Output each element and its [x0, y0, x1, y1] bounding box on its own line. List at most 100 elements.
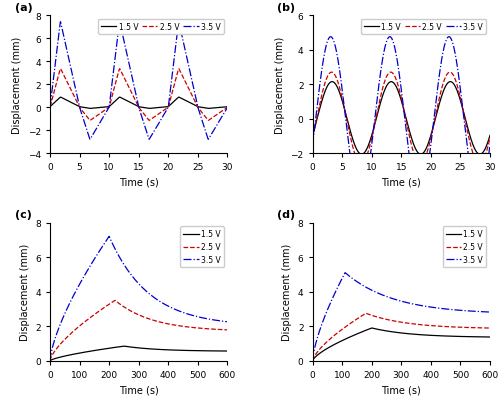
2.5 V — [464, 130, 470, 135]
X-axis label: Time (s): Time (s) — [382, 178, 421, 188]
1.5 V — [389, 330, 395, 334]
3.5 V — [351, 277, 357, 282]
3.5 V — [47, 105, 53, 109]
3.5 V — [115, 31, 121, 36]
3.5 V — [310, 358, 316, 363]
1.5 V — [486, 335, 492, 340]
2.5 V — [126, 308, 132, 313]
3.5 V — [416, 196, 422, 200]
2.5 V — [376, 316, 382, 320]
2.5 V — [206, 119, 212, 124]
2.5 V — [88, 315, 94, 320]
3.5 V — [486, 310, 492, 315]
Text: (a): (a) — [14, 2, 32, 12]
1.5 V — [368, 326, 374, 330]
1.5 V — [487, 134, 493, 138]
3.5 V — [464, 147, 470, 152]
1.5 V — [114, 345, 120, 350]
2.5 V — [447, 71, 453, 75]
2.5 V — [330, 71, 336, 76]
1.5 V — [224, 105, 230, 110]
3.5 V — [330, 37, 336, 42]
2.5 V — [484, 149, 490, 154]
1.5 V — [376, 328, 382, 332]
1.5 V — [123, 99, 129, 103]
3.5 V — [90, 259, 96, 264]
2.5 V — [90, 313, 96, 318]
1.5 V — [89, 348, 95, 353]
3.5 V — [88, 262, 94, 267]
2.5 V — [123, 79, 129, 84]
Y-axis label: Displacement (mm): Displacement (mm) — [12, 36, 22, 134]
Text: (c): (c) — [14, 209, 32, 219]
1.5 V — [386, 82, 392, 87]
1.5 V — [352, 332, 358, 337]
Y-axis label: Displacement (mm): Displacement (mm) — [275, 36, 285, 134]
3.5 V — [123, 48, 129, 53]
3.5 V — [352, 278, 358, 283]
1.5 V — [47, 358, 53, 363]
1.5 V — [68, 100, 73, 105]
2.5 V — [221, 108, 227, 113]
1.5 V — [206, 107, 212, 111]
1.5 V — [126, 344, 132, 349]
2.5 V — [68, 87, 73, 91]
1.5 V — [90, 348, 96, 353]
Legend: 1.5 V, 2.5 V, 3.5 V: 1.5 V, 2.5 V, 3.5 V — [360, 20, 486, 35]
3.5 V — [352, 279, 358, 284]
2.5 V — [310, 136, 316, 141]
3.5 V — [487, 310, 493, 315]
3.5 V — [340, 97, 346, 102]
Legend: 1.5 V, 2.5 V, 3.5 V: 1.5 V, 2.5 V, 3.5 V — [180, 227, 224, 267]
2.5 V — [389, 318, 395, 323]
Text: (d): (d) — [277, 209, 295, 219]
Y-axis label: Displacement (mm): Displacement (mm) — [282, 243, 292, 340]
1.5 V — [330, 80, 336, 85]
3.5 V — [202, 128, 208, 132]
3.5 V — [342, 271, 348, 275]
2.5 V — [340, 102, 346, 107]
3.5 V — [58, 20, 64, 25]
2.5 V — [310, 358, 316, 363]
3.5 V — [224, 106, 230, 111]
2.5 V — [58, 67, 64, 72]
2.5 V — [224, 106, 230, 111]
Text: (b): (b) — [277, 2, 295, 12]
Line: 3.5 V: 3.5 V — [50, 22, 228, 140]
1.5 V — [310, 134, 316, 138]
1.5 V — [47, 105, 53, 109]
2.5 V — [114, 300, 120, 304]
3.5 V — [47, 358, 53, 363]
Line: 3.5 V: 3.5 V — [312, 273, 490, 361]
2.5 V — [223, 328, 229, 332]
2.5 V — [363, 311, 369, 316]
2.5 V — [224, 328, 230, 332]
1.5 V — [352, 333, 358, 338]
1.5 V — [78, 105, 84, 110]
Legend: 1.5 V, 2.5 V, 3.5 V: 1.5 V, 2.5 V, 3.5 V — [443, 227, 486, 267]
2.5 V — [78, 107, 84, 112]
1.5 V — [351, 333, 357, 338]
1.5 V — [223, 349, 229, 354]
1.5 V — [378, 101, 384, 105]
3.5 V — [389, 296, 395, 301]
1.5 V — [418, 152, 424, 157]
1.5 V — [58, 95, 64, 100]
1.5 V — [464, 125, 470, 130]
3.5 V — [206, 138, 212, 142]
3.5 V — [484, 168, 490, 172]
2.5 V — [202, 115, 208, 119]
Line: 1.5 V: 1.5 V — [312, 328, 490, 361]
3.5 V — [78, 109, 84, 114]
3.5 V — [89, 261, 95, 265]
2.5 V — [112, 298, 118, 303]
1.5 V — [88, 349, 94, 354]
3.5 V — [446, 35, 452, 40]
1.5 V — [115, 97, 121, 101]
Line: 1.5 V: 1.5 V — [50, 346, 228, 361]
2.5 V — [47, 105, 53, 109]
3.5 V — [487, 143, 493, 148]
2.5 V — [378, 95, 384, 99]
2.5 V — [487, 326, 493, 331]
Line: 2.5 V: 2.5 V — [312, 314, 490, 361]
